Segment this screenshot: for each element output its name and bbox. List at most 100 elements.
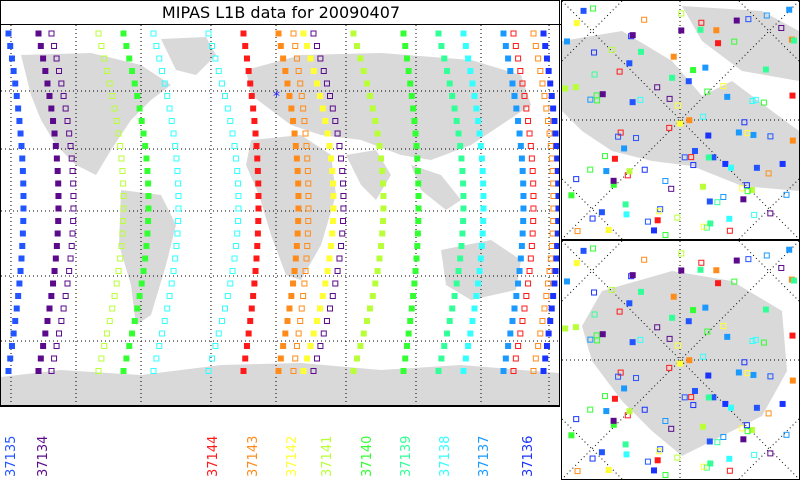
measurement-point xyxy=(415,205,422,212)
measurement-point xyxy=(104,68,111,74)
measurement-point xyxy=(134,305,141,312)
measurement-point xyxy=(330,205,337,212)
measurement-point xyxy=(175,180,182,187)
measurement-point xyxy=(475,118,482,124)
measurement-point xyxy=(54,230,61,237)
measurement-point xyxy=(651,467,658,474)
measurement-point xyxy=(42,68,49,74)
measurement-point xyxy=(380,205,387,212)
measurement-point xyxy=(543,343,550,349)
measurement-point xyxy=(790,37,797,44)
landmass-antarctica xyxy=(1,363,559,405)
measurement-point xyxy=(699,183,706,190)
measurement-point xyxy=(666,335,673,342)
measurement-point xyxy=(745,16,752,23)
measurement-point xyxy=(530,193,537,199)
measurement-point xyxy=(101,343,108,349)
measurement-point xyxy=(510,30,517,37)
measurement-point xyxy=(159,68,166,74)
measurement-point xyxy=(574,468,581,475)
measurement-point xyxy=(16,280,23,287)
measurement-point xyxy=(205,30,212,37)
measurement-point xyxy=(681,154,688,161)
measurement-point xyxy=(519,230,526,237)
measurement-point xyxy=(307,343,314,349)
measurement-point xyxy=(332,280,339,287)
measurement-point xyxy=(369,105,376,112)
measurement-point xyxy=(310,30,317,37)
measurement-point xyxy=(115,268,122,274)
measurement-point xyxy=(117,143,124,149)
measurement-point xyxy=(573,20,580,27)
measurement-point xyxy=(529,230,536,237)
measurement-point xyxy=(231,255,238,262)
measurement-point xyxy=(580,247,587,254)
measurement-point xyxy=(18,143,25,149)
measurement-point xyxy=(290,280,297,287)
measurement-point xyxy=(35,30,42,37)
measurement-point xyxy=(587,406,594,413)
measurement-point xyxy=(300,293,307,299)
measurement-point xyxy=(120,205,127,212)
measurement-point xyxy=(242,43,249,49)
measurement-point xyxy=(175,205,182,212)
measurement-point xyxy=(19,230,26,237)
measurement-point xyxy=(13,93,20,99)
measurement-point xyxy=(546,130,553,137)
measurement-point xyxy=(633,135,640,142)
measurement-point xyxy=(307,55,314,62)
measurement-point xyxy=(252,130,259,137)
measurement-point xyxy=(218,318,225,324)
north-polar-map xyxy=(561,0,800,240)
measurement-point xyxy=(783,191,790,198)
measurement-point xyxy=(328,155,335,162)
measurement-point xyxy=(46,93,53,99)
measurement-point xyxy=(67,255,74,262)
measurement-point xyxy=(460,30,467,37)
measurement-point xyxy=(748,427,755,434)
measurement-point xyxy=(562,85,569,92)
measurement-point xyxy=(329,293,336,299)
measurement-point xyxy=(459,230,466,237)
measurement-point xyxy=(552,268,559,274)
measurement-point xyxy=(145,180,152,187)
measurement-point xyxy=(253,255,260,262)
measurement-point xyxy=(304,168,311,174)
measurement-point xyxy=(330,193,337,199)
measurement-point xyxy=(254,168,261,174)
measurement-point xyxy=(414,243,421,249)
measurement-point xyxy=(539,80,546,87)
measurement-point xyxy=(686,357,693,364)
measurement-point xyxy=(532,355,539,362)
orbit-label: 37143 xyxy=(246,435,261,477)
measurement-point xyxy=(677,360,684,367)
measurement-point xyxy=(459,168,466,174)
measurement-point xyxy=(480,180,487,187)
measurement-point xyxy=(293,155,300,162)
measurement-point xyxy=(480,193,487,199)
measurement-point xyxy=(70,205,77,212)
measurement-point xyxy=(118,243,125,249)
measurement-point xyxy=(313,318,320,324)
measurement-point xyxy=(591,311,598,318)
measurement-point xyxy=(5,368,12,374)
measurement-point xyxy=(685,78,692,85)
measurement-point xyxy=(113,280,120,287)
measurement-point xyxy=(555,218,559,224)
measurement-point xyxy=(117,255,124,262)
measurement-point xyxy=(469,318,476,324)
measurement-point xyxy=(515,280,522,287)
measurement-point xyxy=(319,105,326,112)
measurement-point xyxy=(286,93,293,99)
measurement-point xyxy=(471,93,478,99)
measurement-point xyxy=(95,30,102,37)
measurement-point xyxy=(379,168,386,174)
measurement-point xyxy=(126,343,133,349)
measurement-point xyxy=(332,118,339,124)
measurement-point xyxy=(305,218,312,224)
measurement-point xyxy=(304,243,311,249)
measurement-point xyxy=(51,355,58,362)
measurement-point xyxy=(123,43,130,49)
measurement-point xyxy=(323,80,330,87)
measurement-point xyxy=(471,305,478,312)
